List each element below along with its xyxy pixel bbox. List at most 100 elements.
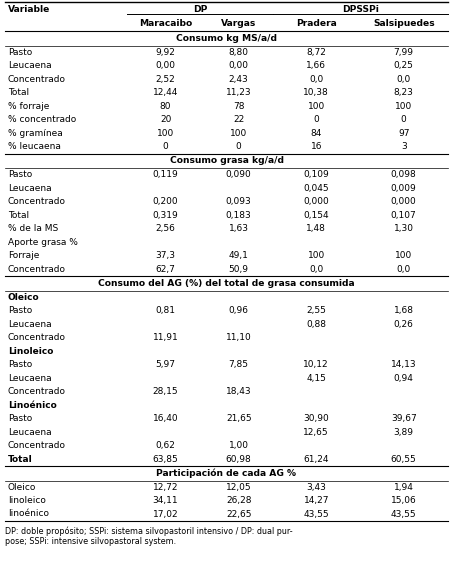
Text: 0,200: 0,200	[153, 197, 178, 206]
Text: Pasto: Pasto	[8, 414, 32, 423]
Text: 18,43: 18,43	[226, 387, 251, 396]
Text: Leucaena: Leucaena	[8, 183, 52, 192]
Text: 16: 16	[310, 142, 322, 151]
Text: DP: doble propósito; SSPi: sistema silvopastoril intensivo / DP: dual pur-
pose;: DP: doble propósito; SSPi: sistema silvo…	[5, 526, 293, 546]
Text: Concentrado: Concentrado	[8, 333, 66, 342]
Text: linoénico: linoénico	[8, 509, 49, 518]
Text: Total: Total	[8, 88, 29, 97]
Text: 0,26: 0,26	[394, 320, 414, 329]
Text: % concentrado: % concentrado	[8, 115, 76, 124]
Text: Participación de cada AG %: Participación de cada AG %	[156, 468, 297, 478]
Text: 0: 0	[163, 142, 169, 151]
Text: Pasto: Pasto	[8, 48, 32, 57]
Text: 1,68: 1,68	[394, 306, 414, 315]
Text: Pasto: Pasto	[8, 360, 32, 369]
Text: 20: 20	[160, 115, 171, 124]
Text: 0,0: 0,0	[309, 264, 323, 274]
Text: DPSSPi: DPSSPi	[342, 4, 379, 13]
Text: 0,62: 0,62	[156, 441, 175, 450]
Text: 100: 100	[157, 128, 174, 137]
Text: 16,40: 16,40	[153, 414, 178, 423]
Text: 0,183: 0,183	[226, 210, 251, 219]
Text: 9,92: 9,92	[156, 48, 175, 57]
Text: 49,1: 49,1	[229, 251, 249, 260]
Text: 28,15: 28,15	[153, 387, 178, 396]
Text: 8,72: 8,72	[306, 48, 326, 57]
Text: Total: Total	[8, 454, 33, 463]
Text: 0: 0	[236, 142, 241, 151]
Text: Consumo grasa kg/a/d: Consumo grasa kg/a/d	[169, 156, 284, 165]
Text: 0,0: 0,0	[396, 264, 411, 274]
Text: 78: 78	[233, 102, 245, 111]
Text: Consumo kg MS/a/d: Consumo kg MS/a/d	[176, 34, 277, 43]
Text: 0,25: 0,25	[394, 61, 414, 70]
Text: 11,10: 11,10	[226, 333, 251, 342]
Text: 1,63: 1,63	[229, 224, 249, 233]
Text: 100: 100	[395, 251, 412, 260]
Text: Leucaena: Leucaena	[8, 427, 52, 436]
Text: 0,119: 0,119	[153, 170, 178, 179]
Text: 21,65: 21,65	[226, 414, 251, 423]
Text: 7,99: 7,99	[394, 48, 414, 57]
Text: 0,88: 0,88	[306, 320, 326, 329]
Text: 10,38: 10,38	[304, 88, 329, 97]
Text: Concentrado: Concentrado	[8, 441, 66, 450]
Text: Concentrado: Concentrado	[8, 387, 66, 396]
Text: % gramínea: % gramínea	[8, 128, 63, 137]
Text: 12,72: 12,72	[153, 482, 178, 491]
Text: Salsipuedes: Salsipuedes	[373, 19, 434, 28]
Text: 0,0: 0,0	[396, 75, 411, 84]
Text: 50,9: 50,9	[229, 264, 249, 274]
Text: 0,319: 0,319	[153, 210, 178, 219]
Text: 0,00: 0,00	[155, 61, 176, 70]
Text: 3: 3	[401, 142, 407, 151]
Text: 34,11: 34,11	[153, 496, 178, 505]
Text: 0,107: 0,107	[391, 210, 417, 219]
Text: 2,43: 2,43	[229, 75, 249, 84]
Text: % leucaena: % leucaena	[8, 142, 61, 151]
Text: 100: 100	[230, 128, 247, 137]
Text: 0,154: 0,154	[304, 210, 329, 219]
Text: 0,00: 0,00	[229, 61, 249, 70]
Text: DP: DP	[193, 4, 207, 13]
Text: Maracaibo: Maracaibo	[139, 19, 192, 28]
Text: 12,05: 12,05	[226, 482, 251, 491]
Text: Vargas: Vargas	[221, 19, 256, 28]
Text: 0,093: 0,093	[226, 197, 251, 206]
Text: 14,27: 14,27	[304, 496, 329, 505]
Text: 8,80: 8,80	[229, 48, 249, 57]
Text: Concentrado: Concentrado	[8, 264, 66, 274]
Text: 12,44: 12,44	[153, 88, 178, 97]
Text: Pradera: Pradera	[296, 19, 337, 28]
Text: 3,89: 3,89	[394, 427, 414, 436]
Text: Linoénico: Linoénico	[8, 401, 57, 410]
Text: 0,045: 0,045	[304, 183, 329, 192]
Text: 1,94: 1,94	[394, 482, 414, 491]
Text: 30,90: 30,90	[304, 414, 329, 423]
Text: Concentrado: Concentrado	[8, 75, 66, 84]
Text: 15,06: 15,06	[391, 496, 417, 505]
Text: 0: 0	[401, 115, 407, 124]
Text: 0,009: 0,009	[391, 183, 417, 192]
Text: 11,23: 11,23	[226, 88, 251, 97]
Text: Aporte grasa %: Aporte grasa %	[8, 237, 78, 246]
Text: 12,65: 12,65	[304, 427, 329, 436]
Text: Total: Total	[8, 210, 29, 219]
Text: Linoleico: Linoleico	[8, 347, 53, 356]
Text: 0,96: 0,96	[229, 306, 249, 315]
Text: 60,55: 60,55	[391, 454, 417, 463]
Text: 1,00: 1,00	[229, 441, 249, 450]
Text: 8,23: 8,23	[394, 88, 414, 97]
Text: Consumo del AG (%) del total de grasa consumida: Consumo del AG (%) del total de grasa co…	[98, 278, 355, 287]
Text: 7,85: 7,85	[229, 360, 249, 369]
Text: 10,12: 10,12	[304, 360, 329, 369]
Text: % de la MS: % de la MS	[8, 224, 58, 233]
Text: 0: 0	[313, 115, 319, 124]
Text: 97: 97	[398, 128, 410, 137]
Text: 11,91: 11,91	[153, 333, 178, 342]
Text: 43,55: 43,55	[391, 509, 416, 518]
Text: 1,48: 1,48	[306, 224, 326, 233]
Text: 63,85: 63,85	[153, 454, 178, 463]
Text: 0,109: 0,109	[304, 170, 329, 179]
Text: % forraje: % forraje	[8, 102, 49, 111]
